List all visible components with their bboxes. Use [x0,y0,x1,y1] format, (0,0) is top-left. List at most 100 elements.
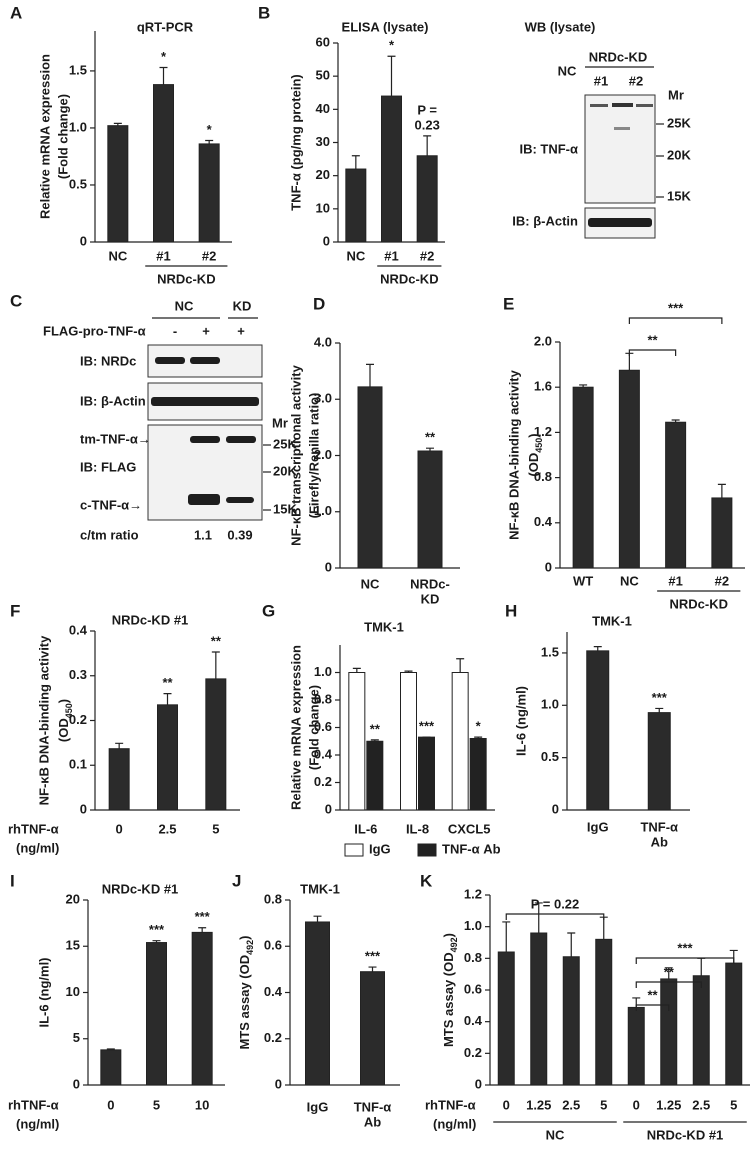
y-axis-label: MTS assay (OD492) [441,933,459,1047]
y-tick-label: 0 [325,801,332,816]
y-tick-label: 0.1 [69,757,87,772]
x-tick-label: #1 [156,248,170,263]
error-bar [534,902,543,933]
significance-label: ** [370,721,381,736]
y-tick-label: 0.6 [314,719,332,734]
y-tick-label: 2.0 [314,447,332,462]
y-axis-label-part: ) [237,935,252,939]
x-tick-label: NC [108,248,127,263]
error-bar [106,1048,115,1050]
panel-letter: J [232,871,241,890]
y-tick-label: 0.2 [314,774,332,789]
y-axis-label-part: MTS assay (OD [441,952,456,1047]
comparison-label: ** [664,964,675,979]
y-tick-label: 0 [325,559,332,574]
marker-label: 20K [273,463,297,478]
bar [572,386,594,569]
bar [618,369,640,569]
y-tick-label: 0.2 [69,712,87,727]
significance-label: ** [425,430,436,445]
blot [584,94,656,204]
row-label: IB: β-Actin [80,393,146,408]
band [588,218,652,227]
band [190,357,220,364]
y-tick-label: 20 [66,891,80,906]
x-tick-label: WT [573,573,593,588]
y-axis-label: (Fold change) [55,94,70,179]
legend-label: TNF-α Ab [442,841,501,856]
y-axis-label-part: MTS assay (OD [237,955,252,1050]
legend-label: IgG [369,841,391,856]
panel-letter: B [258,3,270,22]
bar [153,84,174,243]
x-tick-label: #2 [715,573,729,588]
lane-label: #1 [594,73,608,88]
y-tick-label: 0.2 [464,1045,482,1060]
significance-label: * [207,122,213,137]
y-axis-label: IL-6 (ng/ml) [36,957,51,1027]
comparison-bracket [635,1004,670,1011]
bar [205,678,227,811]
y-axis-label: NF-κB transcriptional activity [288,364,303,545]
y-tick-label: 0.8 [534,469,552,484]
y-tick-label: 1.5 [541,644,559,659]
x-tick-label: Ab [651,834,668,849]
x-tick-label: 0 [116,821,123,836]
bar [418,736,435,811]
error-bar [717,483,726,498]
band [226,497,254,503]
bar [305,921,330,1086]
panel-letter: D [313,294,325,313]
y-tick-label: 0.4 [534,514,553,529]
x-tick-label: 2.5 [692,1097,710,1112]
bar [451,672,469,811]
group-label: NC [546,1127,565,1142]
group-label: NC [175,298,194,313]
x-tick-label: 0 [503,1097,510,1112]
bar [381,95,402,243]
bar [357,386,383,569]
y-axis-label: Relative mRNA expression [288,645,303,810]
treatment-label: FLAG-pro-TNF-α [43,323,146,338]
marker-label: 25K [273,436,297,451]
y-tick-label: 1.0 [464,918,482,933]
marker-label: 15K [667,188,691,203]
y-tick-label: 10 [316,200,330,215]
significance-label: 0.23 [415,117,440,132]
bar [660,978,678,1086]
mr-label: Mr [668,87,684,102]
x-tick-label: KD [421,591,440,606]
significance-label: ** [211,633,222,648]
bar [146,942,167,1086]
comparison-label: P = 0.22 [531,896,580,911]
y-tick-label: 1.6 [534,379,552,394]
x-tick-label: IgG [307,1099,329,1114]
bar [366,740,384,811]
x-tick-label: Ab [364,1114,381,1129]
error-bar [697,957,706,976]
bar [417,450,443,569]
lane-label: #2 [629,73,643,88]
y-axis-label-sub: 492 [449,937,459,952]
error-bar [456,658,465,673]
error-bar [593,646,602,651]
y-tick-label: 0 [552,801,559,816]
y-tick-label: 0.4 [69,622,88,637]
x-axis-label: (ng/ml) [16,1116,59,1131]
y-axis-label-part: (OD [56,718,71,742]
y-tick-label: 0.8 [264,891,282,906]
blot-title: WB (lysate) [525,19,596,34]
comparison-label: *** [677,940,693,955]
ratio-label: c/tm ratio [80,527,139,542]
chart-title: TMK-1 [364,619,404,634]
error-bar [502,921,511,952]
band [636,104,653,107]
chart-title: TMK-1 [592,613,632,628]
comparison-bracket [635,957,735,964]
bar [100,1049,122,1086]
error-bar [159,66,168,85]
bar [416,155,438,243]
x-tick-label: IL-6 [354,821,377,836]
group-label: NRDc-KD [157,271,216,286]
x-tick-label: IL-8 [406,821,429,836]
